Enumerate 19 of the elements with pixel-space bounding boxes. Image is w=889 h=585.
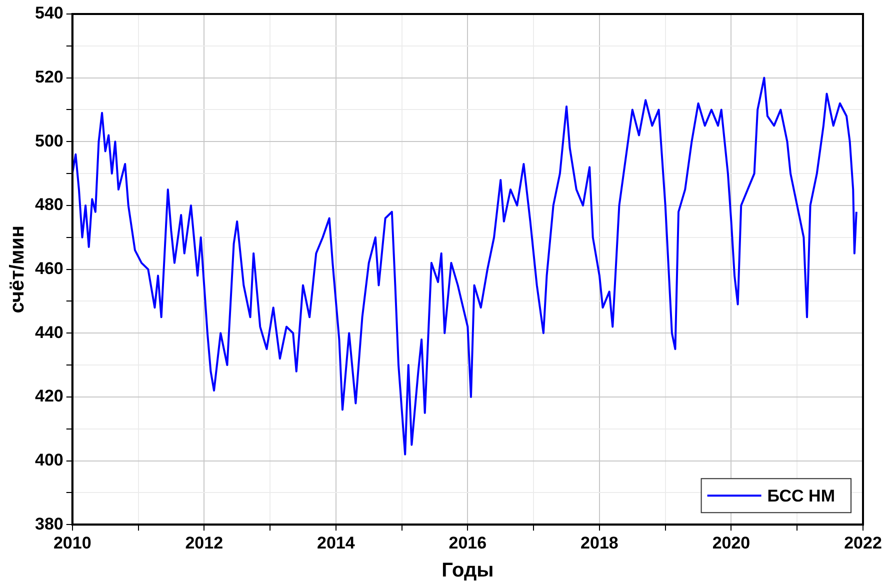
y-tick-label: 380 xyxy=(34,514,64,534)
x-tick-label: 2014 xyxy=(316,533,356,552)
y-tick-label: 460 xyxy=(34,258,64,278)
y-tick-label: 480 xyxy=(34,195,64,214)
y-axis-title: счёт/мин xyxy=(6,225,29,314)
y-tick-label: 400 xyxy=(34,450,64,470)
x-tick-label: 2020 xyxy=(712,533,750,552)
legend-label: БСС НМ xyxy=(767,486,836,506)
x-tick-label: 2022 xyxy=(844,533,882,552)
y-tick-label: 500 xyxy=(34,131,64,150)
y-tick-label: 520 xyxy=(34,68,64,87)
x-tick-label: 2016 xyxy=(448,533,487,552)
x-axis-title: Годы xyxy=(442,560,494,582)
x-tick-label: 2012 xyxy=(185,533,224,552)
y-tick-label: 440 xyxy=(34,322,64,342)
x-tick-label: 2010 xyxy=(53,533,92,552)
x-tick-label: 2018 xyxy=(580,533,618,552)
y-tick-label: 420 xyxy=(34,386,64,406)
y-tick-label: 540 xyxy=(34,4,64,23)
